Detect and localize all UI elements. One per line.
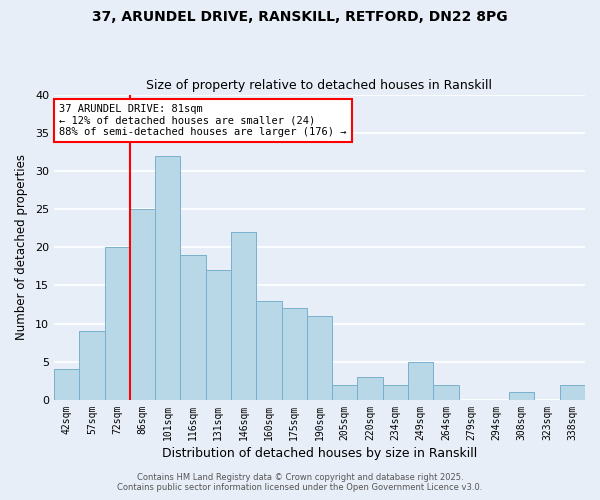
Text: Contains HM Land Registry data © Crown copyright and database right 2025.
Contai: Contains HM Land Registry data © Crown c… <box>118 473 482 492</box>
Bar <box>509 392 535 400</box>
Bar <box>181 255 206 400</box>
Bar <box>104 247 130 400</box>
Bar <box>560 384 585 400</box>
Bar <box>332 384 358 400</box>
Bar <box>79 331 104 400</box>
Bar <box>358 377 383 400</box>
Bar <box>155 156 181 400</box>
Bar <box>433 384 458 400</box>
Text: 37 ARUNDEL DRIVE: 81sqm
← 12% of detached houses are smaller (24)
88% of semi-de: 37 ARUNDEL DRIVE: 81sqm ← 12% of detache… <box>59 104 347 137</box>
Text: 37, ARUNDEL DRIVE, RANSKILL, RETFORD, DN22 8PG: 37, ARUNDEL DRIVE, RANSKILL, RETFORD, DN… <box>92 10 508 24</box>
Bar <box>383 384 408 400</box>
Y-axis label: Number of detached properties: Number of detached properties <box>15 154 28 340</box>
Title: Size of property relative to detached houses in Ranskill: Size of property relative to detached ho… <box>146 79 493 92</box>
Bar <box>408 362 433 400</box>
X-axis label: Distribution of detached houses by size in Ranskill: Distribution of detached houses by size … <box>162 447 477 460</box>
Bar <box>256 300 281 400</box>
Bar <box>130 209 155 400</box>
Bar <box>307 316 332 400</box>
Bar <box>206 270 231 400</box>
Bar <box>281 308 307 400</box>
Bar <box>54 370 79 400</box>
Bar <box>231 232 256 400</box>
